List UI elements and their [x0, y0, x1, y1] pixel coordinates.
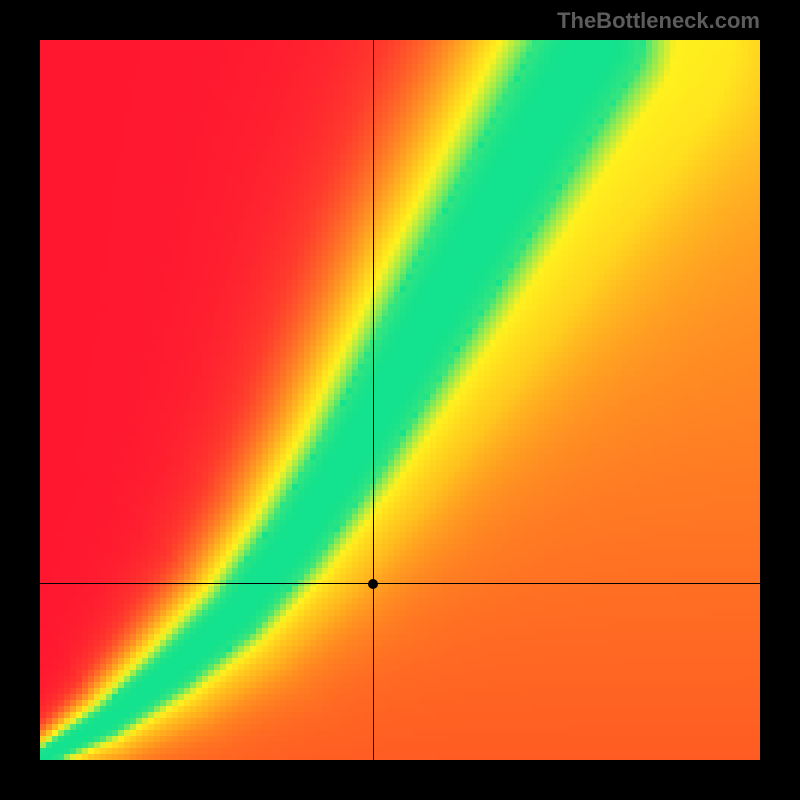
chart-container: TheBottleneck.com [0, 0, 800, 800]
crosshair-marker [368, 579, 378, 589]
crosshair-vertical [373, 40, 374, 760]
crosshair-horizontal [40, 583, 760, 584]
plot-area [40, 40, 760, 760]
heatmap-canvas [40, 40, 760, 760]
watermark-text: TheBottleneck.com [557, 8, 760, 34]
